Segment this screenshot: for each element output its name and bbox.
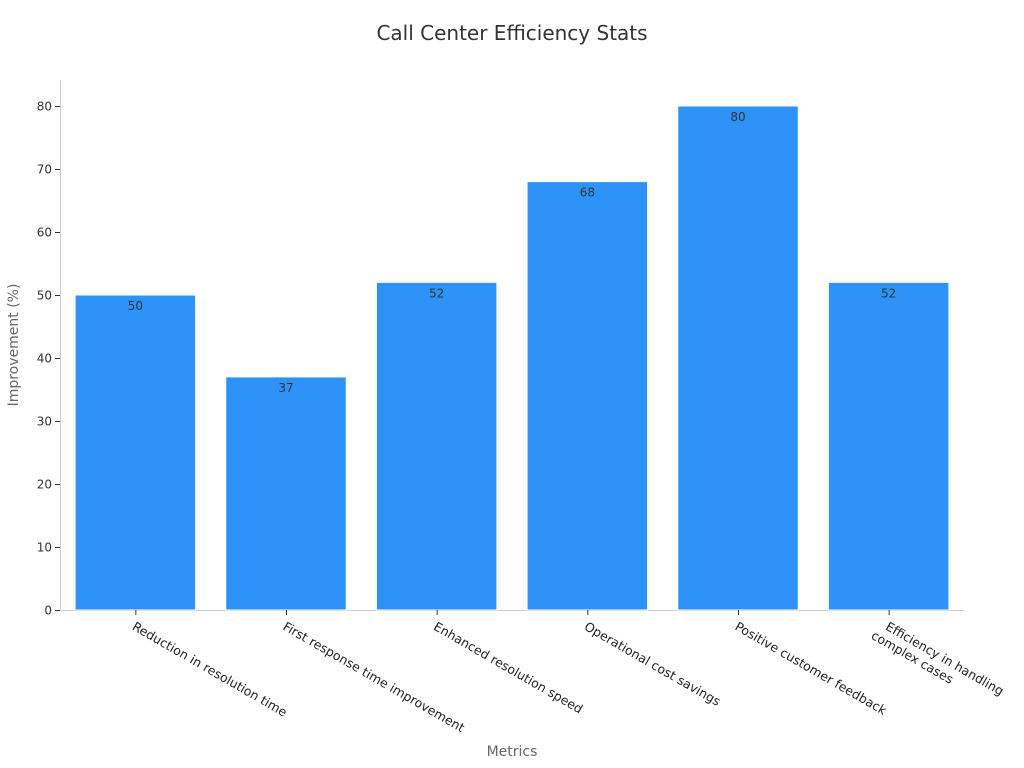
y-tick-label: 10 (37, 541, 52, 555)
bar-value-label: 37 (278, 381, 293, 395)
bar (375, 281, 498, 611)
y-axis-title: Improvement (%) (6, 284, 22, 407)
bar-value-label: 52 (429, 286, 444, 300)
bar-value-label: 68 (580, 186, 595, 200)
bar (74, 294, 197, 611)
bar (526, 181, 649, 611)
x-tick-label: Reduction in resolution time (130, 619, 290, 720)
y-tick-label: 0 (44, 604, 52, 618)
x-tick-label: Efficiency in handlingcomplex cases (869, 615, 1007, 712)
bar (677, 105, 799, 611)
y-tick-label: 70 (37, 163, 52, 177)
bar-value-label: 52 (881, 286, 896, 300)
bars-group: 50 37 52 68 80 52 (74, 105, 950, 611)
y-tick-label: 20 (37, 478, 52, 492)
bar (225, 376, 347, 611)
x-tick-label: Positive customer feedback (733, 619, 890, 719)
bar-value-label: 80 (730, 110, 745, 124)
y-tick-label: 30 (37, 415, 52, 429)
x-tick-label: Enhanced resolution speed (431, 619, 585, 717)
chart-title: Call Center Efficiency Stats (376, 21, 647, 45)
x-axis-title: Metrics (487, 744, 538, 760)
y-tick-label: 40 (37, 352, 52, 366)
y-axis-ticks: 0 10 20 30 40 50 60 70 80 (37, 100, 60, 618)
y-tick-label: 50 (37, 289, 52, 303)
bar-value-label: 50 (128, 299, 143, 313)
x-tick-label: Operational cost savings (582, 619, 723, 709)
bar (827, 281, 950, 611)
y-tick-label: 60 (37, 226, 52, 240)
y-tick-label: 80 (37, 100, 52, 114)
